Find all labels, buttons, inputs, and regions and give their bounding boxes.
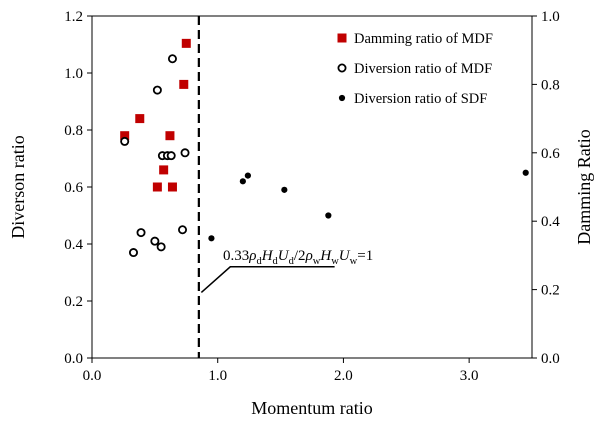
y2-tick-label: 0.2 <box>541 283 560 299</box>
y-tick-label: 0.6 <box>64 180 83 196</box>
x-tick-label: 0.0 <box>83 368 102 384</box>
data-point <box>244 172 251 179</box>
axes <box>87 15 537 363</box>
x-axis-title: Momentum ratio <box>251 398 372 418</box>
legend-label: Diversion ratio of SDF <box>354 91 487 107</box>
legend-item: Damming ratio of MDF <box>337 31 493 47</box>
y-tick-label: 0.2 <box>64 294 83 310</box>
legend-item: Diversion ratio of SDF <box>338 91 487 107</box>
annotation-pointer <box>200 266 335 294</box>
legend: Damming ratio of MDF Diversion ratio of M… <box>337 31 493 107</box>
data-point <box>136 228 146 238</box>
data-marks <box>120 38 529 258</box>
series-filled-circle <box>208 169 529 242</box>
data-point <box>167 182 177 192</box>
data-point <box>325 212 332 219</box>
legend-label: Damming ratio of MDF <box>354 31 493 47</box>
data-point <box>178 225 188 235</box>
data-point <box>165 131 175 141</box>
data-point <box>281 186 288 193</box>
y-tick-label: 0.4 <box>64 237 83 253</box>
y2-tick-label: 0.0 <box>541 351 560 367</box>
legend-label: Diversion ratio of MDF <box>354 61 492 77</box>
y2-axis-title: Damming Ratio <box>574 129 594 245</box>
y2-tick-label: 0.6 <box>541 146 560 162</box>
data-point <box>120 136 130 146</box>
data-point <box>156 242 166 252</box>
data-point <box>181 38 191 48</box>
data-point <box>239 178 246 185</box>
data-point <box>166 151 176 161</box>
momentum-equation-label: 0.33ρdHdUd/2ρwHwUw=1 <box>223 248 373 267</box>
data-point <box>167 54 177 64</box>
y2-tick-label: 0.4 <box>541 214 560 230</box>
legend-marker <box>338 94 346 102</box>
y-tick-label: 1.0 <box>64 66 83 82</box>
data-point <box>152 182 162 192</box>
legend-item: Diversion ratio of MDF <box>337 61 492 77</box>
x-tick-label: 2.0 <box>334 368 353 384</box>
y-axis-title: Diverson ratio <box>8 135 28 238</box>
annotation: 0.33ρdHdUd/2ρwHwUw=1 <box>200 248 373 294</box>
data-point <box>522 169 529 176</box>
series-square <box>120 38 191 192</box>
y2-tick-label: 0.8 <box>541 77 560 93</box>
legend-marker <box>337 33 347 43</box>
x-tick-label: 3.0 <box>460 368 479 384</box>
series-open-circle <box>120 54 190 258</box>
data-point <box>152 85 162 95</box>
data-point <box>128 248 138 258</box>
data-point <box>208 235 215 242</box>
data-point <box>120 131 130 141</box>
y-tick-label: 0.0 <box>64 351 83 367</box>
data-point <box>179 79 189 89</box>
tick-labels: 0.0 1.0 2.0 3.0 0.0 0.2 0.4 0.6 0.8 1.0 1.2 0.0 0.2 0… <box>64 9 560 384</box>
legend-marker <box>337 63 347 73</box>
data-point <box>180 148 190 158</box>
data-point <box>150 236 160 246</box>
y2-tick-label: 1.0 <box>541 9 560 25</box>
data-point <box>159 165 169 175</box>
data-point <box>135 114 145 124</box>
y-tick-label: 0.8 <box>64 123 83 139</box>
y-tick-label: 1.2 <box>64 9 83 25</box>
x-tick-label: 1.0 <box>208 368 227 384</box>
